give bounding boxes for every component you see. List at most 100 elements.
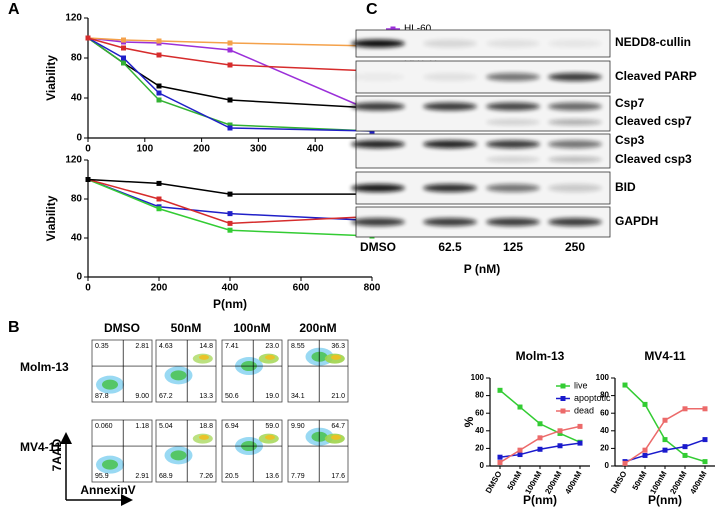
quadrant-value: 7.79 — [291, 473, 305, 480]
quadrant-value: 13.6 — [265, 473, 279, 480]
cell-cloud — [331, 354, 341, 360]
y-axis-label: Viability — [44, 55, 58, 101]
point — [642, 447, 648, 453]
quadrant-value: 18.8 — [199, 423, 213, 430]
blot-band — [548, 184, 602, 192]
point — [662, 437, 668, 443]
point — [227, 125, 233, 131]
quadrant-value: 17.6 — [331, 473, 345, 480]
y-tick-label: 40 — [475, 426, 484, 435]
y-tick-label: 0 — [605, 461, 610, 470]
point — [682, 444, 688, 450]
quadrant-value: 1.18 — [135, 423, 149, 430]
x-tick-label: 600 — [293, 283, 310, 294]
quadrant-value: 64.7 — [331, 423, 345, 430]
blot-band — [486, 39, 540, 48]
point — [642, 401, 648, 407]
x-tick-label: DMSO — [484, 470, 504, 495]
quadrant-value: 2.81 — [135, 343, 149, 350]
quadrant-value: 8.55 — [291, 343, 305, 350]
legend-label: dead — [574, 405, 594, 415]
point — [517, 452, 523, 458]
blot-label: BID — [615, 180, 636, 194]
y-axis-label: Viability — [44, 195, 58, 241]
y-tick-label: 20 — [600, 444, 609, 453]
point — [156, 180, 162, 186]
panel-label: A — [8, 1, 20, 18]
blot-xlabel: P (nM) — [464, 262, 500, 276]
quadrant-value: 67.2 — [159, 393, 173, 400]
quadrant-value: 59.0 — [265, 423, 279, 430]
quadrant-value: 13.3 — [199, 393, 213, 400]
y-tick-label: 60 — [600, 408, 609, 417]
blot-band — [486, 184, 540, 192]
x-axis-label: P(nm) — [523, 493, 557, 507]
point — [227, 227, 233, 233]
blot-band — [486, 218, 540, 226]
quadrant-value: 36.3 — [331, 343, 345, 350]
row-label: MV4-11 — [20, 440, 62, 454]
point — [156, 90, 162, 96]
blot-band — [548, 156, 602, 163]
panel-label: B — [8, 319, 20, 336]
x-tick-label: 400 — [222, 283, 239, 294]
quadrant-value: 0.35 — [95, 343, 109, 350]
point — [497, 454, 503, 460]
point — [682, 452, 688, 458]
legend-marker — [560, 383, 566, 389]
x-tick-label: 400nM — [688, 469, 708, 495]
y-tick-label: 40 — [600, 426, 609, 435]
row-label: Molm-13 — [20, 360, 69, 374]
y-tick-label: 20 — [475, 444, 484, 453]
point — [156, 196, 162, 202]
point — [227, 62, 233, 68]
quadrant-value: 6.94 — [225, 423, 239, 430]
point — [537, 421, 543, 427]
quadrant-value: 2.91 — [135, 473, 149, 480]
blot-band — [351, 184, 405, 192]
dot-plot — [221, 339, 283, 403]
point — [642, 452, 648, 458]
point — [227, 97, 233, 103]
y-tick-label: 0 — [480, 461, 485, 470]
x-axis-label: P(nm) — [213, 297, 247, 311]
point — [121, 60, 126, 66]
blot-band — [351, 102, 405, 111]
blot-label: Cleaved csp7 — [615, 114, 692, 128]
blot-label: Csp3 — [615, 133, 645, 147]
y-tick-label: 0 — [76, 133, 82, 144]
quadrant-value: 20.5 — [225, 473, 239, 480]
legend-label: live — [574, 380, 588, 390]
flow-xlabel: AnnexinV — [80, 483, 135, 497]
series-line — [87, 178, 372, 195]
series-line — [624, 408, 705, 464]
blot-band — [423, 218, 477, 226]
lane-label: DMSO — [360, 240, 396, 254]
blot-label: Cleaved csp3 — [615, 152, 692, 166]
cell-cloud — [170, 450, 187, 461]
blot-band — [423, 73, 477, 81]
point — [227, 122, 233, 128]
y-tick-label: 60 — [475, 408, 484, 417]
y-tick-label: 100 — [596, 373, 610, 382]
column-label: 50nM — [171, 321, 202, 335]
point — [577, 423, 583, 429]
point — [156, 52, 162, 58]
blot-band — [351, 218, 405, 226]
point — [517, 404, 523, 410]
blot-band — [423, 140, 477, 149]
column-label: DMSO — [104, 321, 140, 335]
column-label: 100nM — [233, 321, 270, 335]
y-axis-label: % — [462, 416, 476, 427]
blot-band — [486, 156, 540, 163]
quadrant-value: 34.1 — [291, 393, 305, 400]
quadrant-value: 23.0 — [265, 343, 279, 350]
blot-band — [351, 39, 405, 48]
x-tick-label: 200 — [151, 283, 168, 294]
point — [227, 47, 233, 53]
legend-label: apoptotic — [574, 393, 611, 403]
quadrant-value: 9.90 — [291, 423, 305, 430]
point — [227, 191, 233, 197]
quadrant-value: 50.6 — [225, 393, 239, 400]
